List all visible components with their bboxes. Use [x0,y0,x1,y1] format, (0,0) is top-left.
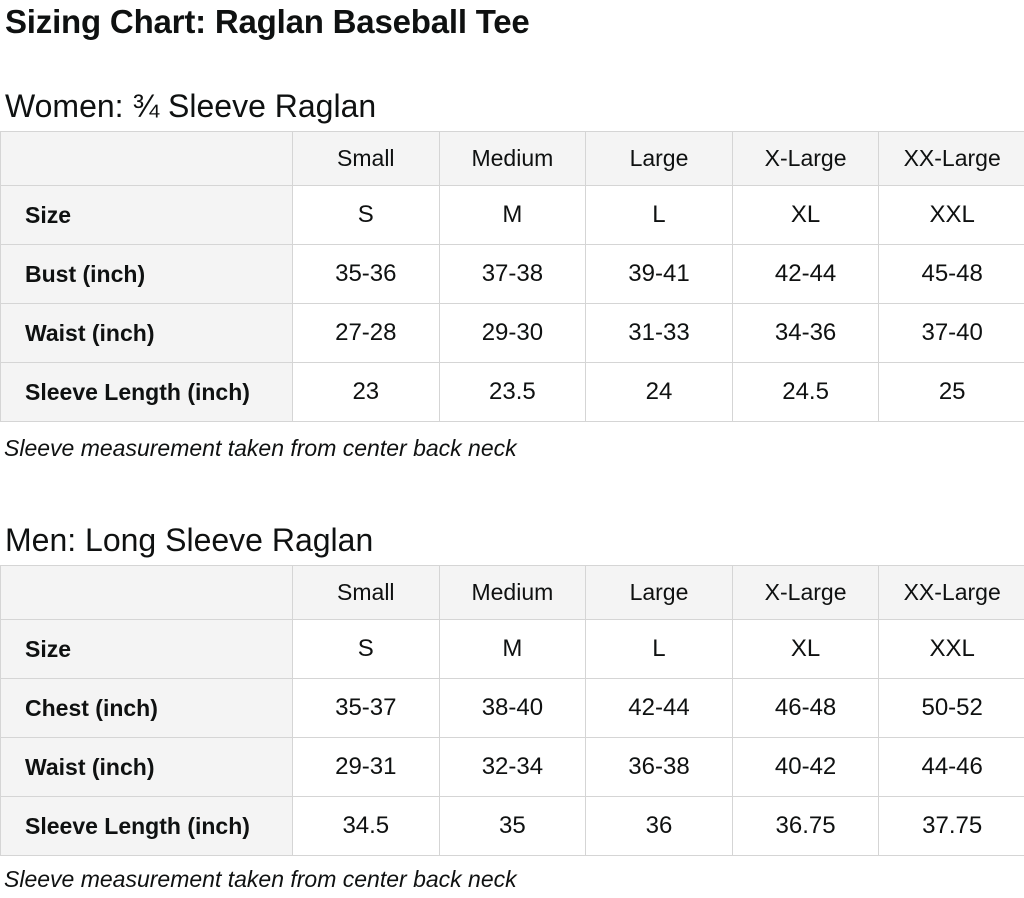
column-header: Large [585,565,733,620]
measurement-cell: 24 [585,362,733,422]
row-label: Waist (inch) [0,303,293,363]
corner-cell [0,131,293,186]
measurement-cell: 23.5 [438,362,587,422]
measurement-cell: 46-48 [731,678,880,738]
row-label: Waist (inch) [0,737,293,797]
measurement-cell: 35 [438,796,587,856]
measurement-cell: L [585,185,733,245]
measurement-cell: 29-30 [438,303,587,363]
measurement-cell: 37.75 [878,796,1024,856]
measurement-cell: XXL [878,619,1024,679]
row-label: Size [0,619,293,679]
measurement-cell: 35-37 [292,678,440,738]
row-label: Sleeve Length (inch) [0,796,293,856]
row-label: Size [0,185,293,245]
size-header-row: Small Medium Large X-Large XX-Large [0,565,1024,620]
measurement-cell: 42-44 [731,244,880,304]
column-header: Large [585,131,733,186]
measurement-cell: 36 [585,796,733,856]
measurement-cell: M [438,619,587,679]
measurement-cell: 42-44 [585,678,733,738]
measurement-cell: 32-34 [438,737,587,797]
measurement-cell: M [438,185,587,245]
measurement-cell: 24.5 [731,362,880,422]
row-label: Bust (inch) [0,244,293,304]
measurement-cell: 25 [878,362,1024,422]
table-row: Waist (inch) 29-31 32-34 36-38 40-42 44-46 [0,737,1024,797]
corner-cell [0,565,293,620]
measurement-cell: S [292,185,440,245]
men-size-table: Small Medium Large X-Large XX-Large Size S M L XL… [0,565,1024,856]
table-row: Bust (inch) 35-36 37-38 39-41 42-44 45-48 [0,244,1024,304]
section-heading-men: Men: Long Sleeve Raglan [5,522,374,558]
column-header: Medium [438,565,587,620]
measurement-cell: 50-52 [878,678,1024,738]
measurement-cell: 44-46 [878,737,1024,797]
page-title: Sizing Chart: Raglan Baseball Tee [5,3,530,40]
table-row: Sleeve Length (inch) 34.5 35 36 36.75 37.75 [0,796,1024,856]
measurement-cell: 34.5 [292,796,440,856]
measurement-cell: XL [731,619,880,679]
measurement-cell: 36-38 [585,737,733,797]
section-men: Men: Long Sleeve Raglan Small Medium Large… [0,518,1024,893]
column-header: XX-Large [878,565,1024,620]
measurement-cell: 34-36 [731,303,880,363]
table-row: Chest (inch) 35-37 38-40 42-44 46-48 50-52 [0,678,1024,738]
sleeve-note-men: Sleeve measurement taken from center bac… [4,866,517,892]
measurement-cell: XL [731,185,880,245]
measurement-cell: 23 [292,362,440,422]
women-size-table: Small Medium Large X-Large XX-Large Size S M L XL… [0,131,1024,422]
column-header: X-Large [731,565,880,620]
column-header: Medium [438,131,587,186]
measurement-cell: 27-28 [292,303,440,363]
measurement-cell: L [585,619,733,679]
measurement-cell: S [292,619,440,679]
section-women: Women: ¾ Sleeve Raglan Small Medium Large X… [0,84,1024,462]
measurement-cell: 29-31 [292,737,440,797]
measurement-cell: 38-40 [438,678,587,738]
column-header: XX-Large [878,131,1024,186]
measurement-cell: 31-33 [585,303,733,363]
table-row: Waist (inch) 27-28 29-30 31-33 34-36 37-40 [0,303,1024,363]
column-header: X-Large [731,131,880,186]
measurement-cell: 40-42 [731,737,880,797]
measurement-cell: 39-41 [585,244,733,304]
column-header: Small [292,565,440,620]
measurement-cell: 37-38 [438,244,587,304]
table-row: Size S M L XL XXL [0,185,1024,245]
size-header-row: Small Medium Large X-Large XX-Large [0,131,1024,186]
measurement-cell: 45-48 [878,244,1024,304]
column-header: Small [292,131,440,186]
measurement-cell: 37-40 [878,303,1024,363]
sleeve-note-women: Sleeve measurement taken from center bac… [4,435,517,461]
table-row: Sleeve Length (inch) 23 23.5 24 24.5 25 [0,362,1024,422]
row-label: Chest (inch) [0,678,293,738]
measurement-cell: 35-36 [292,244,440,304]
row-label: Sleeve Length (inch) [0,362,293,422]
measurement-cell: 36.75 [731,796,880,856]
measurement-cell: XXL [878,185,1024,245]
section-heading-women: Women: ¾ Sleeve Raglan [5,88,377,124]
table-row: Size S M L XL XXL [0,619,1024,679]
